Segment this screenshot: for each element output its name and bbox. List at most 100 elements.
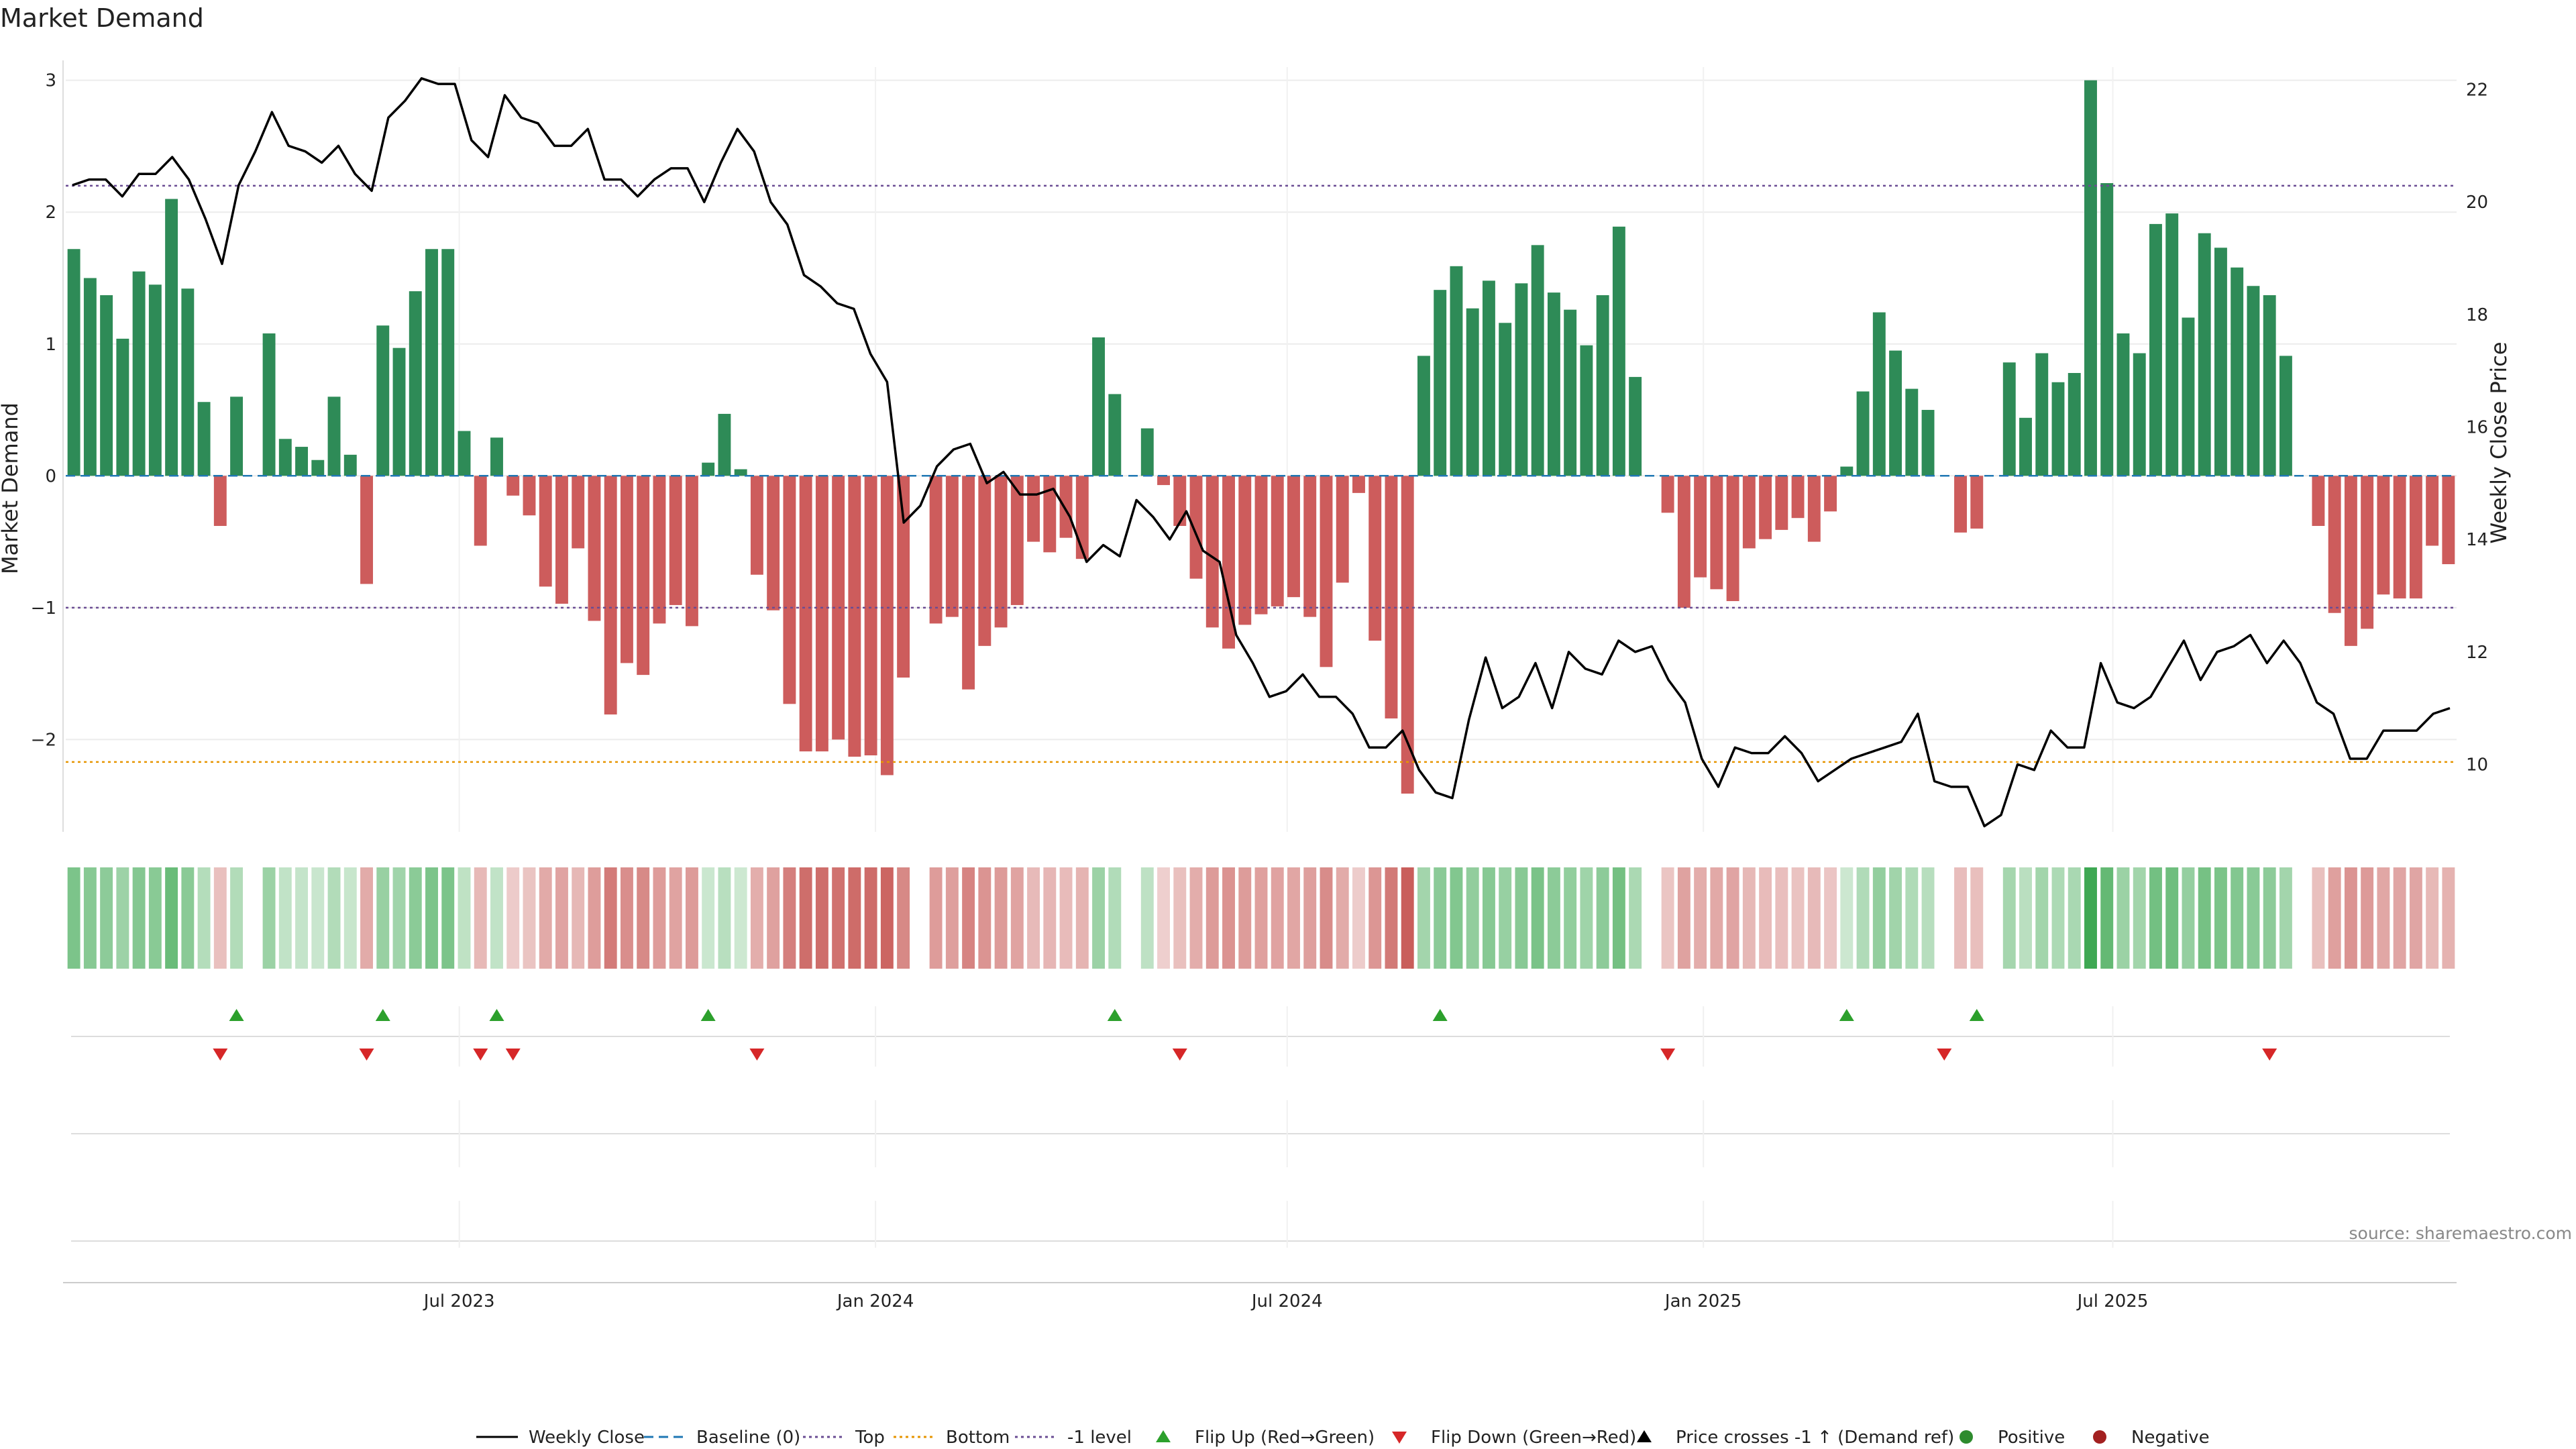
heat-cell [1677,867,1690,969]
bar-negative [572,476,585,549]
bar-negative [1189,476,1203,579]
bar-positive [67,249,80,476]
bar-positive [2182,317,2195,476]
legend-label: Baseline (0) [696,1428,800,1448]
heat-cell [848,867,861,969]
bar-negative [799,476,812,752]
bar-positive [1140,428,1154,476]
bar-positive [2051,382,2065,476]
heat-cell [572,867,585,969]
heat-cell [230,867,244,969]
flip-up-marker [229,1009,244,1021]
bar-negative [1303,476,1317,617]
heat-cell [2019,867,2032,969]
legend-item: -1 level [1015,1428,1132,1448]
legend-item: Positive [1960,1428,2065,1448]
legend-item: Flip Up (Red→Green) [1156,1428,1375,1448]
heat-cell [1742,867,1756,969]
bar-positive [1434,290,1447,476]
bar-positive [278,439,292,476]
heat-cell [555,867,568,969]
heat-cell [767,867,780,969]
bar-negative [1807,476,1821,542]
bar-negative [1710,476,1723,590]
heat-cell [2051,867,2065,969]
flip-up-marker [375,1009,390,1021]
heat-cell [2182,867,2195,969]
legend-item: Baseline (0) [644,1428,800,1448]
heat-cell [669,867,682,969]
heat-cell [1807,867,1821,969]
heat-cell [588,867,601,969]
bar-negative [1254,476,1268,614]
heat-cell [1303,867,1317,969]
bar-positive [425,249,438,476]
y2-tick-label: 14 [2466,530,2488,550]
bar-positive [2263,295,2276,476]
heat-cell [506,867,520,969]
legend-swatch-triangle-up [1637,1430,1652,1442]
legend-item: Weekly Close [476,1428,645,1448]
bar-positive [376,325,390,476]
heat-cell [1173,867,1187,969]
heat-cell [1157,867,1170,969]
heat-cell [2361,867,2374,969]
bar-positive [1856,391,1870,476]
flip-up-marker [1432,1009,1448,1021]
legend-item: Bottom [894,1428,1010,1448]
bar-negative [555,476,568,604]
legend: Weekly Close Baseline (0) Top Bottom -1 leve… [476,1428,2210,1448]
bar-positive [2149,223,2162,476]
bar-positive [409,291,422,476]
heat-cell [2377,867,2390,969]
bar-positive [718,413,731,476]
heat-cell [1986,867,2000,969]
heat-cell [1612,867,1625,969]
bar-negative [588,476,601,621]
heat-cell [1661,867,1674,969]
bar-negative [1677,476,1690,608]
heat-cell [1921,867,1935,969]
heat-cell [1970,867,1984,969]
reference-lines [66,184,2457,763]
heat-cell [1856,867,1870,969]
bar-negative [1742,476,1756,549]
heat-cell [246,867,260,969]
bar-negative [2377,476,2390,595]
bar-negative [2344,476,2357,646]
bar-positive [392,347,406,476]
bar-negative [669,476,682,605]
heat-cell [1320,867,1333,969]
bar-negative [506,476,520,496]
heat-cell [734,867,747,969]
heat-cell [327,867,341,969]
flip-up-marker [1107,1009,1122,1021]
right-axis-ticks: 22 20 18 16 14 12 10 [2466,80,2488,775]
heat-cell [1352,867,1365,969]
bar-negative [880,476,894,775]
x-tick-label: Jan 2024 [836,1291,914,1311]
heat-cell [1596,867,1609,969]
bar-negative [962,476,975,690]
y-tick-label: 2 [45,203,56,223]
bar-positive [1417,356,1430,476]
heat-cell [2442,867,2455,969]
heat-cell [1205,867,1219,969]
bar-positive [2019,417,2032,476]
heat-cell [2084,867,2097,969]
legend-item: Price crosses -1 ↑ (Demand ref) [1637,1428,1954,1448]
source-note: source: sharemaestro.com [2349,1224,2573,1243]
bar-positive [1092,337,1106,476]
heat-cell [2002,867,2016,969]
heat-cell [783,867,796,969]
bar-negative [1222,476,1235,649]
bar-negative [848,476,861,757]
bar-positive [2116,333,2130,476]
y-tick-label: 0 [45,466,56,486]
flip-down-marker [473,1049,488,1061]
heat-cell [539,867,552,969]
heat-cell [2116,867,2130,969]
heat-cell [458,867,471,969]
heat-cell [197,867,211,969]
bar-negative [2328,476,2341,613]
